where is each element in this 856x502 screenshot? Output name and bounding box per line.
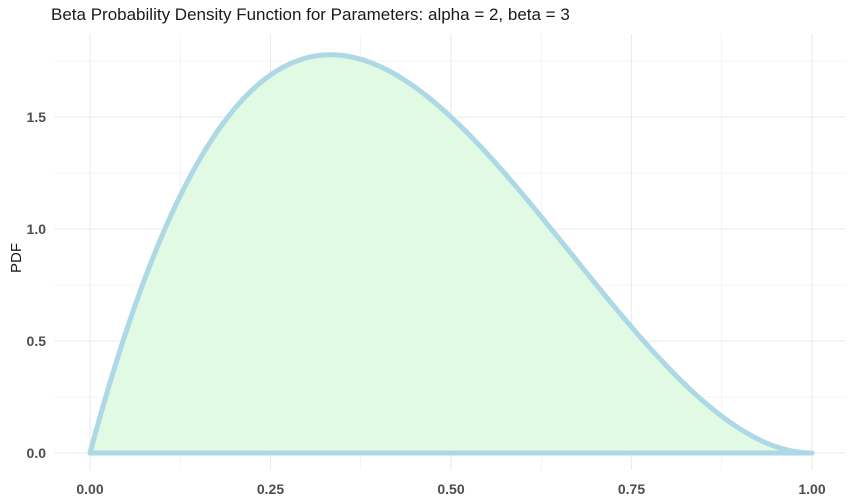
y-tick-label: 0.5 bbox=[27, 333, 47, 349]
y-tick-label: 1.0 bbox=[27, 221, 47, 237]
x-tick-label: 0.75 bbox=[618, 481, 645, 497]
x-tick-label: 1.00 bbox=[798, 481, 825, 497]
y-axis-title: PDF bbox=[8, 243, 25, 273]
y-tick-label: 1.5 bbox=[27, 109, 47, 125]
x-tick-label: 0.25 bbox=[257, 481, 284, 497]
x-axis-tick-labels: 0.00 0.25 0.50 0.75 1.00 bbox=[76, 481, 825, 497]
density-area-fill bbox=[90, 54, 812, 453]
chart-title: Beta Probability Density Function for Pa… bbox=[51, 5, 570, 24]
density-curve-line bbox=[87, 52, 815, 456]
y-tick-label: 0.0 bbox=[27, 445, 47, 461]
y-axis-tick-labels: 0.0 0.5 1.0 1.5 bbox=[27, 109, 47, 461]
x-tick-label: 0.00 bbox=[76, 481, 103, 497]
x-tick-label: 0.50 bbox=[437, 481, 464, 497]
